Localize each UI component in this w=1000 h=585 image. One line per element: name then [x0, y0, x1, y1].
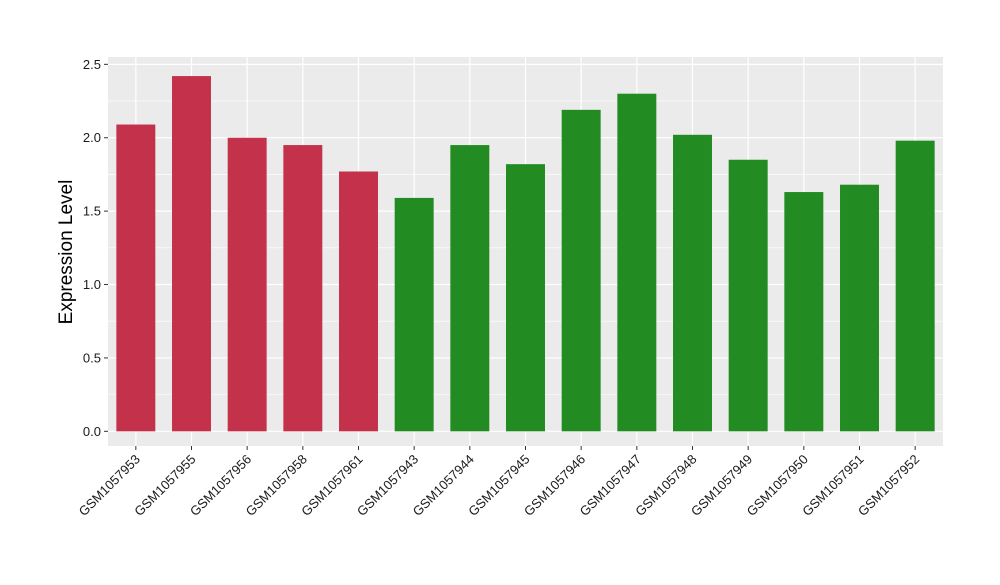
bar-GSM1057947 [617, 93, 657, 432]
bar-GSM1057948 [673, 134, 712, 432]
bar-GSM1057952 [895, 140, 935, 432]
bar-GSM1057946 [561, 109, 601, 432]
y-tick-label: 0.0 [83, 424, 101, 439]
bar-GSM1057958 [283, 145, 323, 432]
y-axis: 0.0 0.5 1.0 1.5 2.0 2.5 [83, 57, 108, 439]
bar-GSM1057943 [394, 197, 434, 432]
bar-GSM1057950 [784, 192, 824, 432]
bar-GSM1057949 [728, 159, 768, 432]
y-tick-label: 0.5 [83, 350, 101, 365]
bar-GSM1057955 [172, 76, 211, 432]
bar-GSM1057961 [339, 171, 378, 432]
bar-GSM1057944 [450, 145, 490, 432]
y-tick-label: 1.5 [83, 204, 101, 219]
bars [116, 76, 935, 432]
bar-GSM1057956 [227, 137, 267, 432]
bar-GSM1057951 [840, 184, 879, 432]
x-axis: GSM1057953GSM1057955GSM1057956GSM1057958… [76, 446, 922, 519]
y-tick-label: 2.5 [83, 57, 101, 72]
y-tick-label: 2.0 [83, 130, 101, 145]
bar-GSM1057953 [116, 124, 156, 432]
y-axis-title: Expression Level [56, 180, 77, 325]
bar-GSM1057945 [506, 164, 545, 432]
y-tick-label: 1.0 [83, 277, 101, 292]
